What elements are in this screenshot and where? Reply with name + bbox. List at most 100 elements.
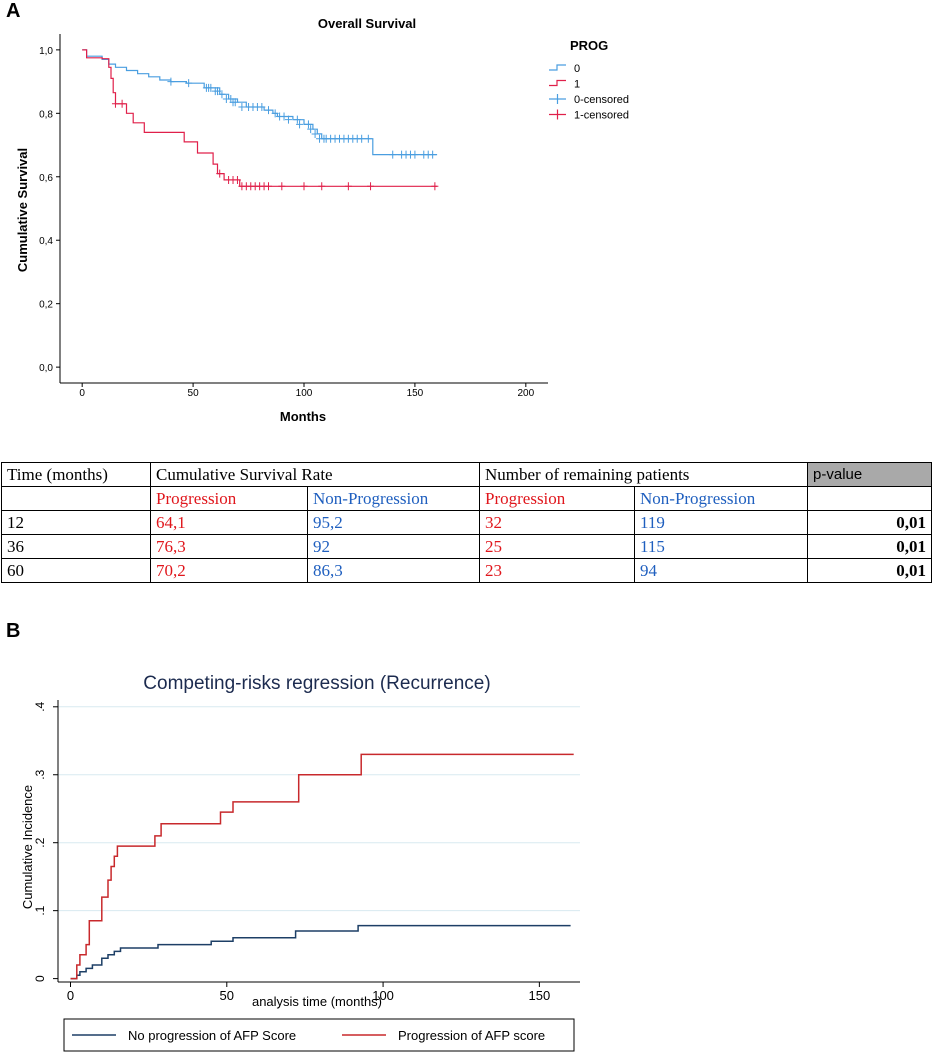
km-x-tick-label: 200: [517, 388, 534, 399]
km-censor-mark-group-0: [304, 120, 312, 129]
km-y-tick-label: 1,0: [39, 46, 53, 57]
km-legend-swatch: [549, 94, 566, 104]
km-censor-mark-group-0: [271, 109, 279, 118]
cr-chart: Competing-risks regression (Recurrence) …: [20, 673, 580, 1052]
km-y-tick-label: 0,6: [39, 173, 53, 184]
km-censor-mark-group-1: [300, 182, 308, 191]
table-cell-csr-progression: 64,1: [150, 510, 308, 535]
table-cell-time: 12: [1, 510, 151, 535]
table-row: 12 64,1 95,2 32 119 0,01: [1, 510, 933, 535]
table-cell: [807, 486, 933, 511]
cr-x-tick-label: 50: [220, 988, 234, 1003]
table-subheader-csr-nonprogression: Non-Progression: [307, 486, 480, 511]
km-censor-mark-group-1: [216, 169, 224, 178]
table-cell-remaining-progression: 25: [479, 534, 635, 559]
km-censor-mark-group-1: [111, 99, 119, 108]
km-x-tick-label: 0: [79, 388, 85, 399]
km-censor-mark-group-0: [358, 134, 366, 143]
cr-y-tick-label: .1: [33, 905, 47, 915]
table-header-remaining: Number of remaining patients: [478, 462, 809, 487]
cr-title: Competing-risks regression (Recurrence): [143, 673, 490, 694]
table-cell-time: 36: [1, 534, 151, 559]
km-y-axis-label: Cumulative Survival: [15, 148, 30, 272]
table-row: 60 70,2 86,3 23 94 0,01: [1, 558, 933, 583]
table-cell-remaining-progression: 23: [479, 558, 635, 583]
km-censor-mark-group-0: [364, 134, 372, 143]
table-header-pvalue: p-value: [807, 462, 933, 487]
table-row: 36 76,3 92 25 115 0,01: [1, 534, 933, 559]
km-censor-mark-group-1: [233, 175, 241, 184]
km-title: Overall Survival: [318, 16, 416, 31]
km-censor-mark-group-0: [284, 115, 292, 124]
table-cell-remaining-progression: 32: [479, 510, 635, 535]
table-subheader-remaining-progression: Progression: [479, 486, 635, 511]
km-censor-mark-group-0: [231, 98, 239, 107]
cr-x-tick-label: 100: [372, 988, 394, 1003]
km-x-tick-label: 50: [188, 388, 200, 399]
km-censor-mark-group-0: [296, 120, 304, 129]
table-cell-remaining-nonprogression: 94: [633, 558, 809, 583]
table-header-row: Time (months) Cumulative Survival Rate N…: [1, 462, 933, 487]
km-legend-label: 1: [574, 79, 580, 91]
km-censor-mark-group-1: [278, 182, 286, 191]
cr-y-tick-label: 0: [33, 975, 47, 982]
table-header-csr: Cumulative Survival Rate: [150, 462, 480, 487]
km-y-tick-label: 0,2: [39, 300, 53, 311]
km-censor-mark-group-1: [318, 182, 326, 191]
cr-legend-label: No progression of AFP Score: [128, 1028, 296, 1043]
km-censor-mark-group-1: [118, 99, 126, 108]
cr-legend: No progression of AFP Score Progression o…: [72, 1028, 545, 1043]
km-curve-group-1: [82, 49, 438, 187]
km-censor-mark-group-0: [167, 77, 175, 86]
km-y-tick-label: 0,8: [39, 109, 53, 120]
km-y-tick-label: 0,4: [39, 236, 53, 247]
km-censor-mark-group-0: [238, 102, 246, 111]
km-censor-mark-group-0: [213, 87, 221, 96]
km-legend-swatch: [549, 64, 566, 71]
km-censor-mark-group-0: [389, 150, 397, 159]
km-censor-mark-group-0: [429, 150, 437, 159]
km-censor-mark-group-1: [344, 182, 352, 191]
km-censor-mark-group-1: [265, 182, 273, 191]
table-cell: [1, 486, 151, 511]
km-curve-group-0: [82, 49, 438, 156]
table-header-time: Time (months): [1, 462, 151, 487]
table-cell-csr-progression: 76,3: [150, 534, 308, 559]
km-y-tick-label: 0,0: [39, 363, 53, 374]
table-cell-csr-nonprogression: 92: [307, 534, 480, 559]
table-subheader-remaining-nonprogression: Non-Progression: [633, 486, 809, 511]
cr-y-tick-label: .3: [33, 769, 47, 779]
cr-y-axis-label: Cumulative Incidence: [20, 785, 35, 909]
table-subheader-csr-progression: Progression: [150, 486, 308, 511]
km-x-tick-label: 100: [296, 388, 313, 399]
table-cell-pvalue: 0,01: [807, 534, 933, 559]
km-x-axis-label: Months: [280, 409, 326, 424]
table-cell-csr-progression: 70,2: [150, 558, 308, 583]
table-subheader-row: Progression Non-Progression Progression …: [1, 486, 933, 511]
table-cell-remaining-nonprogression: 115: [633, 534, 809, 559]
km-censor-mark-group-0: [218, 90, 226, 99]
km-chart: Overall Survival 0,0 0,2 0,4 0,6 0,8 1,0 0 50 1…: [15, 16, 629, 424]
km-censor-mark-group-0: [293, 115, 301, 124]
table-cell-remaining-nonprogression: 119: [633, 510, 809, 535]
cr-x-tick-label: 0: [67, 988, 74, 1003]
table-cell-csr-nonprogression: 95,2: [307, 510, 480, 535]
table-cell-csr-nonprogression: 86,3: [307, 558, 480, 583]
km-censor-mark-group-0: [207, 83, 215, 92]
km-censor-mark-group-0: [411, 150, 419, 159]
km-legend-label: 0: [574, 63, 580, 75]
km-censor-mark-group-1: [367, 182, 375, 191]
km-censor-mark-group-0: [307, 125, 315, 134]
km-censor-mark-group-0: [258, 102, 266, 111]
km-legend-label: 0-censored: [574, 94, 629, 106]
cr-legend-label: Progression of AFP score: [398, 1028, 545, 1043]
km-legend-label: 1-censored: [574, 110, 629, 122]
km-censor-mark-group-0: [280, 112, 288, 121]
km-legend-swatch: [549, 79, 566, 87]
cr-legend-box: [63, 1018, 575, 1052]
km-censor-mark-group-0: [265, 106, 273, 115]
panel-b-label: B: [6, 620, 21, 642]
km-censor-mark-group-0: [311, 129, 319, 138]
km-legend-swatch: [549, 109, 566, 120]
table-cell-pvalue: 0,01: [807, 510, 933, 535]
